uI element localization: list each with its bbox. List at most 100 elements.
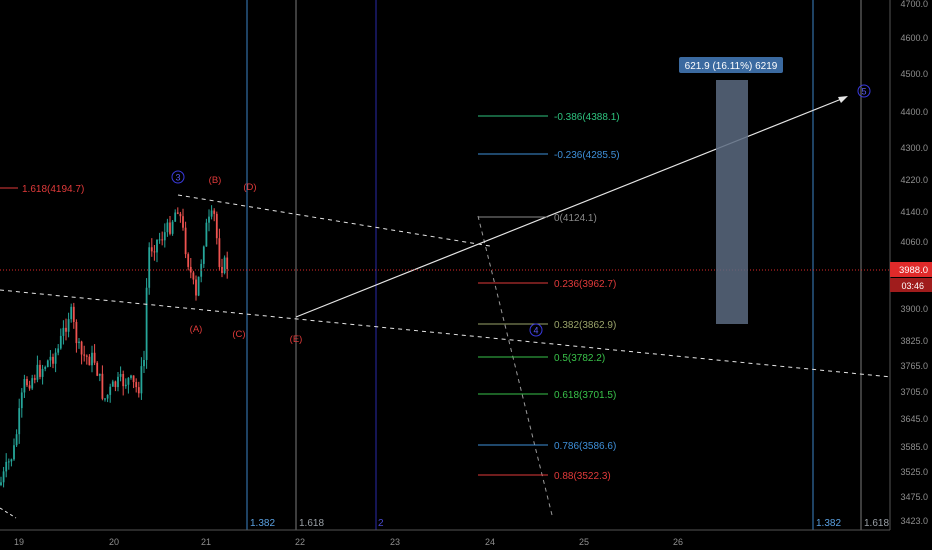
wave-circle (857, 84, 871, 98)
candle-body (70, 306, 73, 320)
candle-body (106, 394, 109, 399)
price-tick-label: 4700.0 (900, 0, 928, 9)
fib-level-label: -0.386(4388.1) (554, 112, 620, 123)
candle-body (10, 459, 13, 462)
old-trendline (0, 507, 17, 519)
candle-body (176, 212, 179, 214)
candle-body (182, 216, 184, 228)
candle-body (65, 327, 67, 332)
candle-body (5, 461, 8, 472)
candle-body (135, 382, 138, 388)
fib-level-label: 0.236(3962.7) (554, 279, 616, 290)
fib-level-label: 0(4124.1) (554, 213, 597, 224)
candle-body (85, 355, 88, 357)
last-price-value: 3988.0 (899, 265, 928, 276)
candle-body (49, 356, 52, 361)
lower-trendline[interactable] (0, 289, 932, 382)
time-axis-ticks: 19 20 21 22 23 24 25 26 (14, 537, 683, 547)
candle-body (96, 362, 99, 376)
candle-body (158, 239, 161, 241)
fib-diagonal[interactable] (477, 215, 553, 516)
candle-body (80, 341, 83, 355)
candle-body (54, 352, 57, 364)
candle-body (143, 359, 145, 367)
time-tick-label: 25 (579, 537, 589, 547)
price-tick-label: 4220.0 (900, 175, 928, 185)
candle-body (124, 384, 127, 387)
wave-circle (171, 170, 185, 184)
price-tick-label: 3525.0 (900, 467, 928, 477)
candle-body (91, 352, 93, 366)
wave-label: (E) (290, 334, 303, 345)
time-axis[interactable] (0, 530, 932, 550)
candle-body (52, 356, 54, 364)
elliott-wave-labels: 3 4 5 (A) (B) (C) (D) (E) (171, 84, 871, 345)
candle-body (39, 364, 41, 377)
price-tick-label: 3423.0 (900, 516, 928, 526)
candle-body (150, 247, 153, 252)
candle-body (153, 251, 156, 253)
fib-level-label: 0.382(3862.9) (554, 320, 616, 331)
fib-retracement[interactable]: -0.386(4388.1) -0.236(4285.5) 0(4124.1) 0.2… (478, 112, 620, 482)
candle-body (184, 227, 187, 255)
candle-body (195, 279, 197, 296)
candle-body (57, 348, 60, 353)
candle-body (202, 246, 205, 264)
candle-body (114, 381, 117, 388)
candle-body (59, 335, 62, 349)
countdown-value: 03:46 (901, 281, 924, 291)
candlestick-series (0, 205, 229, 519)
candle-body (122, 373, 125, 387)
candle-body (26, 379, 28, 386)
time-tick-label: 23 (390, 537, 400, 547)
candle-body (161, 239, 164, 241)
candle-body (23, 379, 26, 393)
candle-body (72, 306, 75, 322)
time-tick-label: 22 (295, 537, 305, 547)
time-fib-label: 1.382 (816, 518, 841, 529)
fib-extension-label: 1.618(4194.7) (22, 184, 84, 195)
time-tick-label: 24 (485, 537, 495, 547)
upper-trendline[interactable] (177, 194, 491, 247)
candle-body (18, 408, 21, 435)
candle-body (83, 354, 86, 356)
projection-arrow[interactable] (295, 97, 845, 318)
candle-body (15, 434, 18, 446)
candle-body (205, 222, 208, 247)
wave-label-circled: 5 (861, 87, 866, 97)
wave-label: (B) (209, 175, 222, 186)
candle-body (166, 222, 169, 233)
price-tick-label: 3765.0 (900, 361, 928, 371)
price-tick-label: 4600.0 (900, 33, 928, 43)
time-fib-labels: 1.382 1.618 2 1.382 1.618 (250, 518, 889, 529)
measure-box[interactable] (716, 80, 748, 324)
candle-body (208, 216, 210, 223)
price-axis-ticks: 4700.0 4600.0 4500.0 4400.0 4300.0 4220.0 4140… (900, 0, 928, 526)
candle-body (127, 377, 130, 385)
candle-body (213, 210, 216, 214)
last-price-badge (890, 262, 932, 277)
wave-label: (C) (232, 329, 245, 340)
candle-body (218, 238, 221, 267)
candle-body (101, 373, 104, 399)
candle-body (111, 381, 114, 387)
candle-body (179, 213, 182, 217)
price-tick-label: 4400.0 (900, 107, 928, 117)
price-tick-label: 4300.0 (900, 143, 928, 153)
candle-body (28, 385, 31, 389)
fib-level-label: 0.88(3522.3) (554, 471, 611, 482)
candle-body (36, 364, 39, 380)
candle-body (62, 327, 65, 336)
candle-body (41, 368, 44, 377)
fib-level-label: 0.5(3782.2) (554, 353, 605, 364)
candle-body (174, 212, 177, 222)
candle-body (197, 276, 200, 296)
candle-body (140, 366, 143, 394)
candle-body (192, 272, 195, 280)
candle-body (148, 247, 151, 288)
candle-body (171, 221, 174, 234)
candle-body (75, 321, 78, 344)
candle-body (88, 356, 91, 366)
candle-body (215, 213, 218, 239)
